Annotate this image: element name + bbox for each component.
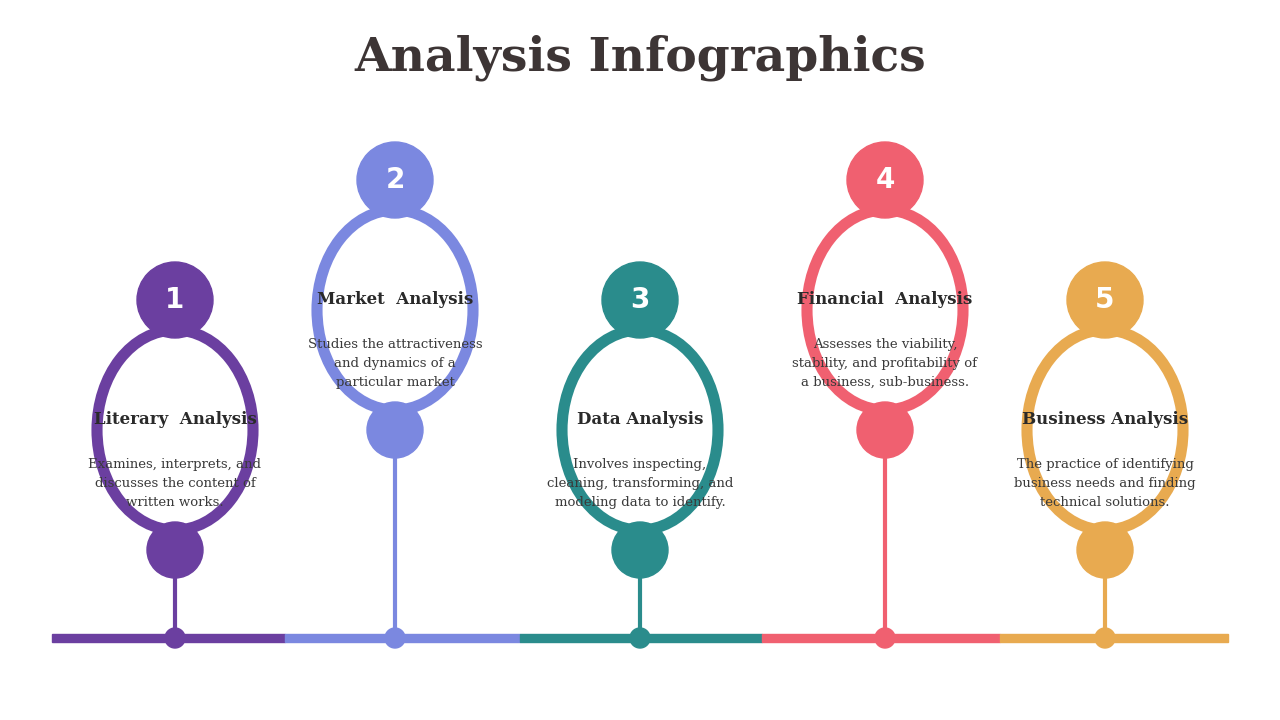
Circle shape [1094, 628, 1115, 648]
Text: Examines, interprets, and
discusses the content of
written works.: Examines, interprets, and discusses the … [88, 458, 261, 509]
Text: 4: 4 [876, 166, 895, 194]
Text: Literary  Analysis: Literary Analysis [93, 412, 256, 428]
Text: 5: 5 [1096, 286, 1115, 314]
Text: Data Analysis: Data Analysis [577, 412, 703, 428]
Circle shape [367, 402, 422, 458]
Circle shape [630, 628, 650, 648]
Text: 3: 3 [630, 286, 650, 314]
Text: Analysis Infographics: Analysis Infographics [355, 35, 925, 81]
Circle shape [147, 522, 204, 578]
Circle shape [612, 522, 668, 578]
Text: 1: 1 [165, 286, 184, 314]
Text: Business Analysis: Business Analysis [1021, 412, 1188, 428]
Circle shape [385, 628, 404, 648]
Circle shape [137, 262, 212, 338]
Circle shape [1076, 522, 1133, 578]
Circle shape [165, 628, 186, 648]
Bar [1000, 634, 1228, 642]
Bar [52, 634, 285, 642]
Text: Market  Analysis: Market Analysis [317, 292, 474, 308]
Bar [285, 634, 520, 642]
Circle shape [847, 142, 923, 218]
Circle shape [357, 142, 433, 218]
Circle shape [602, 262, 678, 338]
Bar [762, 634, 1000, 642]
Text: Involves inspecting,
cleaning, transforming, and
modeling data to identify.: Involves inspecting, cleaning, transform… [547, 458, 733, 509]
Bar [520, 634, 762, 642]
Text: The practice of identifying
business needs and finding
technical solutions.: The practice of identifying business nee… [1014, 458, 1196, 509]
Circle shape [876, 628, 895, 648]
Circle shape [1068, 262, 1143, 338]
Circle shape [858, 402, 913, 458]
Text: Financial  Analysis: Financial Analysis [797, 292, 973, 308]
Text: 2: 2 [385, 166, 404, 194]
Text: Assesses the viability,
stability, and profitability of
a business, sub-business: Assesses the viability, stability, and p… [792, 338, 978, 389]
Text: Studies the attractiveness
and dynamics of a
particular market: Studies the attractiveness and dynamics … [307, 338, 483, 389]
